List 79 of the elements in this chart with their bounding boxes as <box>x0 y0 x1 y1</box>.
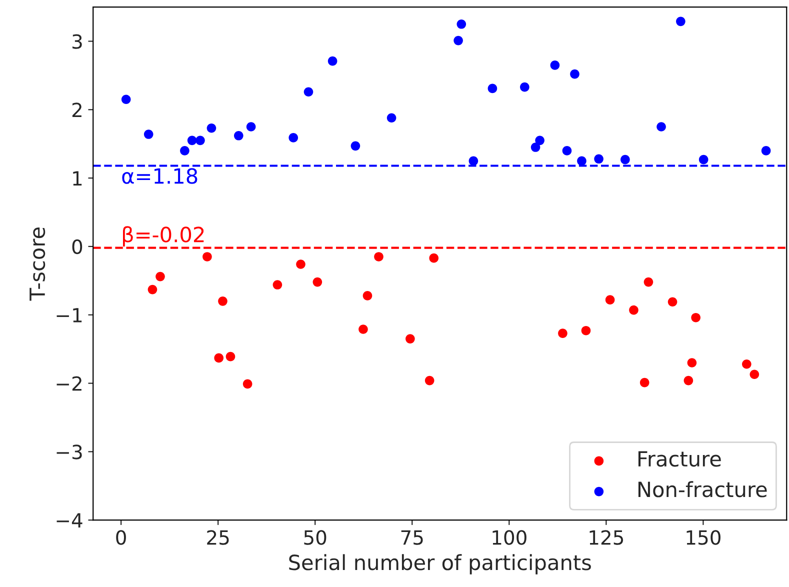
legend-label: Fracture <box>638 451 721 467</box>
point <box>226 352 236 362</box>
point <box>312 277 322 287</box>
point <box>242 379 252 389</box>
point <box>350 141 360 151</box>
point <box>424 376 434 386</box>
point <box>456 19 466 29</box>
y-tick-label: 1 <box>73 171 82 186</box>
point <box>668 297 678 307</box>
x-tick-label: 150 <box>686 530 720 545</box>
point <box>620 154 630 164</box>
point <box>288 133 298 142</box>
point <box>691 312 700 322</box>
point <box>684 376 694 386</box>
point <box>687 358 697 368</box>
point <box>454 36 463 46</box>
point <box>530 142 540 152</box>
point <box>562 146 572 156</box>
point <box>581 326 591 336</box>
point <box>196 136 205 146</box>
point <box>358 324 368 334</box>
point <box>468 156 478 166</box>
y-tick-label: −1 <box>56 308 82 322</box>
point <box>304 87 314 97</box>
point <box>187 136 197 146</box>
point <box>550 60 560 70</box>
point <box>362 291 372 300</box>
point <box>328 56 338 66</box>
ref-line-label: α=1.18 <box>122 168 198 184</box>
point <box>488 84 498 94</box>
point <box>570 69 580 79</box>
point <box>386 113 396 123</box>
point <box>148 284 158 294</box>
point <box>558 328 568 338</box>
y-tick-label: −4 <box>56 513 82 528</box>
point <box>750 370 760 380</box>
point <box>640 378 650 388</box>
point <box>577 156 586 166</box>
point <box>429 253 439 263</box>
x-tick-label: 50 <box>304 530 326 545</box>
x-tick-label: 125 <box>590 530 624 545</box>
point <box>296 260 306 269</box>
point <box>676 16 686 26</box>
point <box>214 353 224 363</box>
point <box>594 154 604 164</box>
x-tick-label: 75 <box>401 530 423 545</box>
legend-label: Non-fracture <box>638 481 767 498</box>
point <box>374 252 384 262</box>
point <box>656 122 666 132</box>
point <box>144 130 154 139</box>
point <box>629 305 638 315</box>
point <box>246 122 256 132</box>
x-tick-label: 0 <box>116 530 126 545</box>
x-tick-label: 100 <box>492 530 526 545</box>
point <box>605 295 615 304</box>
point <box>761 146 771 156</box>
point <box>156 272 165 282</box>
point <box>121 94 131 104</box>
point <box>234 130 244 140</box>
point <box>406 334 415 344</box>
point <box>742 359 752 369</box>
point <box>180 146 190 156</box>
point <box>218 296 228 306</box>
point <box>520 82 530 92</box>
point <box>202 252 212 262</box>
point <box>272 280 282 290</box>
y-tick-label: −2 <box>56 376 82 391</box>
y-tick-label: 3 <box>72 34 82 49</box>
y-tick-label: 0 <box>72 239 82 254</box>
point <box>206 123 216 133</box>
point <box>698 154 708 164</box>
point <box>535 136 544 146</box>
x-axis-title: Serial number of participants <box>289 554 591 574</box>
y-axis-title: T-score <box>30 228 46 301</box>
ref-line-label: β=-0.02 <box>123 226 204 246</box>
y-tick-label: −3 <box>56 444 82 460</box>
y-tick-label: 2 <box>72 102 82 118</box>
point <box>644 277 654 287</box>
x-tick-label: 25 <box>207 530 229 545</box>
